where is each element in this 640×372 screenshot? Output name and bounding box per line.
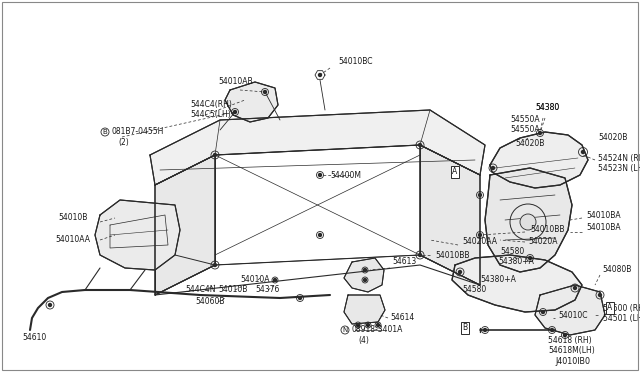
Circle shape — [319, 74, 321, 77]
Text: 54523N (LH): 54523N (LH) — [598, 164, 640, 173]
Text: J4010IB0: J4010IB0 — [555, 357, 590, 366]
Text: 54060B: 54060B — [195, 298, 225, 307]
Polygon shape — [95, 200, 180, 270]
Text: 54010BA: 54010BA — [586, 211, 621, 219]
Text: 54020A: 54020A — [528, 237, 557, 247]
Circle shape — [582, 151, 584, 154]
Circle shape — [319, 234, 321, 237]
Text: (4): (4) — [358, 336, 369, 344]
Circle shape — [273, 279, 276, 282]
Text: 54380: 54380 — [535, 103, 559, 112]
Polygon shape — [535, 285, 605, 335]
Text: 54380+A: 54380+A — [498, 257, 534, 266]
Circle shape — [319, 173, 321, 176]
Text: 544C5(LH): 544C5(LH) — [190, 109, 231, 119]
Circle shape — [563, 334, 566, 337]
Polygon shape — [490, 132, 588, 188]
Text: 54500 (RH): 54500 (RH) — [603, 304, 640, 312]
Text: B: B — [463, 324, 468, 333]
Circle shape — [573, 286, 577, 289]
Polygon shape — [485, 168, 572, 272]
Text: 54010BB: 54010BB — [530, 225, 564, 234]
Circle shape — [550, 328, 554, 331]
Text: 54010BB: 54010BB — [435, 250, 470, 260]
Text: 54020B: 54020B — [598, 134, 627, 142]
Circle shape — [479, 234, 481, 237]
Text: 544C4N: 544C4N — [185, 285, 216, 295]
Text: 54550A: 54550A — [510, 125, 540, 135]
Circle shape — [356, 324, 360, 327]
Text: 54501 (LH): 54501 (LH) — [603, 314, 640, 323]
Text: 54618 (RH): 54618 (RH) — [548, 336, 591, 344]
Circle shape — [214, 263, 216, 266]
Text: 54010B: 54010B — [58, 214, 88, 222]
Text: A: A — [607, 304, 612, 312]
Text: N: N — [342, 327, 348, 333]
Text: 54020AA: 54020AA — [462, 237, 497, 247]
Circle shape — [529, 257, 531, 260]
Circle shape — [479, 193, 481, 196]
Text: A: A — [452, 167, 458, 176]
Circle shape — [234, 110, 237, 113]
Circle shape — [376, 324, 380, 327]
Text: 54080B: 54080B — [602, 266, 632, 275]
Text: 54380: 54380 — [535, 103, 559, 112]
Polygon shape — [150, 110, 485, 185]
Text: 54010AA: 54010AA — [55, 235, 90, 244]
Text: 54010C: 54010C — [558, 311, 588, 320]
Circle shape — [49, 304, 51, 307]
Text: 54010AB: 54010AB — [218, 77, 253, 87]
Circle shape — [298, 296, 301, 299]
Circle shape — [492, 167, 495, 170]
Polygon shape — [155, 155, 215, 295]
Text: 54010BC: 54010BC — [338, 58, 372, 67]
Text: 54580: 54580 — [500, 247, 524, 257]
Text: 54580: 54580 — [462, 285, 486, 295]
Circle shape — [520, 214, 536, 230]
Text: 54610: 54610 — [22, 334, 46, 343]
Polygon shape — [225, 82, 278, 122]
Text: 081B7-0455H: 081B7-0455H — [111, 128, 163, 137]
Polygon shape — [420, 145, 480, 285]
Circle shape — [364, 269, 367, 272]
Circle shape — [458, 270, 461, 273]
Text: 54010B: 54010B — [218, 285, 248, 295]
Circle shape — [538, 131, 541, 135]
Circle shape — [214, 154, 216, 157]
Circle shape — [264, 90, 266, 93]
Circle shape — [541, 311, 545, 314]
Circle shape — [598, 294, 602, 296]
Polygon shape — [344, 258, 384, 292]
Text: 54020B: 54020B — [515, 138, 545, 148]
Text: 54400M: 54400M — [330, 170, 361, 180]
Text: 544C4(RH): 544C4(RH) — [190, 99, 232, 109]
Text: 54618M(LH): 54618M(LH) — [548, 346, 595, 355]
Circle shape — [367, 324, 369, 327]
Text: 54614: 54614 — [390, 314, 414, 323]
Text: 08918-3401A: 08918-3401A — [352, 326, 403, 334]
Polygon shape — [344, 295, 385, 324]
Text: 54613: 54613 — [392, 257, 416, 266]
Text: 54550A: 54550A — [510, 115, 540, 125]
Circle shape — [419, 144, 422, 147]
Text: (2): (2) — [118, 138, 129, 147]
Text: B: B — [102, 129, 108, 135]
Circle shape — [483, 328, 486, 331]
Text: 54376: 54376 — [255, 285, 280, 295]
Polygon shape — [452, 255, 582, 312]
Text: 54010A: 54010A — [240, 276, 269, 285]
Text: 54524N (RH): 54524N (RH) — [598, 154, 640, 163]
Text: 54380+A: 54380+A — [480, 276, 516, 285]
Text: 54010BA: 54010BA — [586, 224, 621, 232]
Circle shape — [364, 279, 367, 282]
Circle shape — [419, 253, 422, 257]
